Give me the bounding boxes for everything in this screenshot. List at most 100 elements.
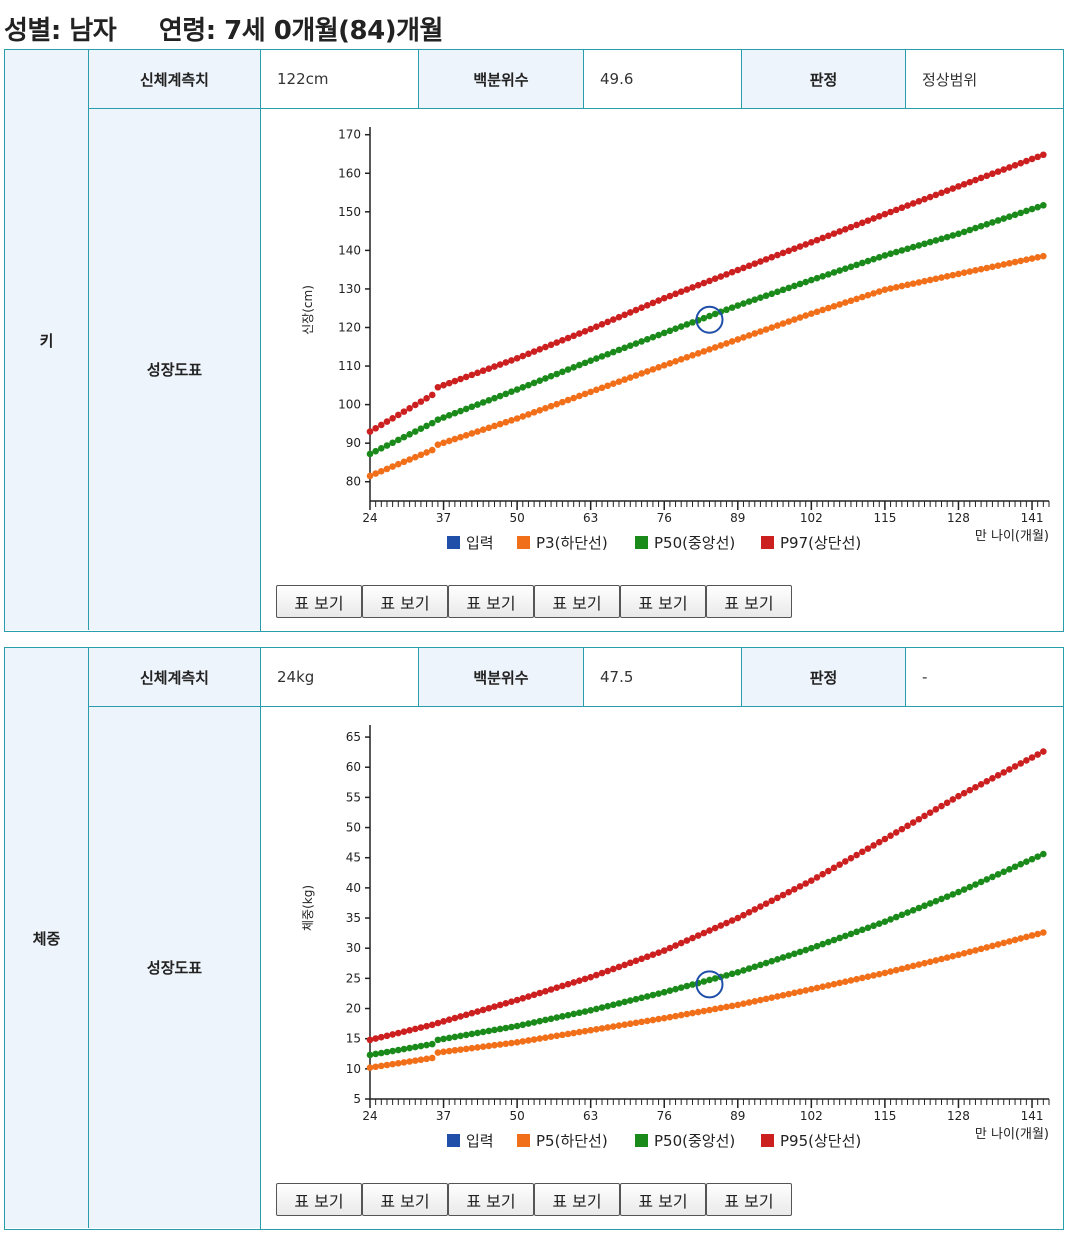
input-point-marker bbox=[695, 305, 724, 334]
data-point bbox=[734, 336, 742, 343]
data-point bbox=[881, 835, 889, 843]
y-tick-label: 5 bbox=[353, 1092, 361, 1106]
data-point bbox=[960, 269, 968, 277]
data-point bbox=[1017, 860, 1025, 868]
data-point bbox=[694, 281, 702, 289]
data-point bbox=[768, 253, 776, 261]
data-point bbox=[378, 445, 385, 452]
data-point bbox=[649, 951, 657, 958]
data-point bbox=[757, 328, 764, 335]
x-tick-label: 63 bbox=[583, 1109, 598, 1123]
table-view-button[interactable]: 표 보기 bbox=[448, 1183, 534, 1216]
data-point bbox=[836, 979, 843, 987]
data-point bbox=[1017, 159, 1025, 167]
table-view-button[interactable]: 표 보기 bbox=[706, 1183, 792, 1216]
data-point bbox=[785, 247, 793, 255]
table-view-button[interactable]: 표 보기 bbox=[534, 1183, 620, 1216]
data-point bbox=[853, 221, 860, 229]
data-point bbox=[977, 945, 985, 953]
data-point bbox=[428, 391, 436, 399]
data-point bbox=[474, 369, 481, 377]
data-point bbox=[406, 1058, 413, 1065]
data-point bbox=[864, 924, 872, 932]
data-point bbox=[598, 969, 606, 977]
data-point bbox=[864, 845, 872, 852]
data-point bbox=[1034, 853, 1041, 860]
judgment-label: 판정 bbox=[741, 50, 905, 108]
table-view-button[interactable]: 표 보기 bbox=[276, 585, 362, 618]
table-view-button[interactable]: 표 보기 bbox=[620, 585, 706, 618]
data-point bbox=[587, 1026, 594, 1034]
data-point bbox=[462, 405, 470, 413]
data-point bbox=[960, 886, 968, 893]
data-point bbox=[632, 306, 640, 314]
percentile-label: 백분위수 bbox=[418, 50, 583, 108]
legend-label: P50(중앙선) bbox=[654, 1132, 735, 1150]
data-point bbox=[723, 271, 730, 278]
data-point bbox=[660, 361, 668, 369]
data-point bbox=[581, 359, 589, 367]
data-point bbox=[485, 1004, 493, 1012]
data-point bbox=[502, 1024, 510, 1032]
data-point bbox=[593, 1026, 600, 1033]
data-point bbox=[576, 1028, 583, 1036]
y-tick-label: 10 bbox=[346, 1062, 361, 1076]
data-point bbox=[858, 848, 866, 856]
data-point bbox=[655, 1015, 662, 1023]
data-point bbox=[445, 412, 453, 419]
data-point bbox=[513, 355, 521, 362]
data-point bbox=[892, 206, 900, 214]
legend-label: P3(하단선) bbox=[536, 534, 608, 552]
table-view-button[interactable]: 표 보기 bbox=[362, 585, 448, 618]
data-point bbox=[626, 959, 634, 967]
page-title: 성별: 남자 연령: 7세 0개월(84)개월 bbox=[4, 16, 443, 46]
table-view-button[interactable]: 표 보기 bbox=[276, 1183, 362, 1216]
data-point bbox=[513, 386, 521, 393]
data-point bbox=[813, 274, 821, 282]
data-point bbox=[581, 327, 589, 335]
data-point bbox=[604, 318, 611, 326]
data-point bbox=[858, 219, 866, 227]
table-view-button[interactable]: 표 보기 bbox=[534, 585, 620, 618]
data-point bbox=[445, 1016, 453, 1024]
data-point bbox=[802, 312, 809, 319]
legend-label: P95(상단선) bbox=[780, 1132, 861, 1150]
data-point bbox=[955, 951, 962, 959]
table-view-button[interactable]: 표 보기 bbox=[706, 585, 792, 618]
data-point bbox=[864, 217, 872, 224]
data-point bbox=[977, 878, 985, 886]
legend-item: P5(하단선) bbox=[517, 1132, 608, 1150]
data-point bbox=[626, 1020, 634, 1028]
data-point bbox=[802, 278, 809, 286]
data-point bbox=[966, 948, 974, 956]
data-point bbox=[366, 472, 374, 480]
data-point bbox=[887, 208, 894, 216]
data-point bbox=[440, 1018, 447, 1025]
data-point bbox=[1011, 863, 1019, 871]
data-point bbox=[745, 262, 753, 270]
table-view-button[interactable]: 표 보기 bbox=[362, 1183, 448, 1216]
data-point bbox=[972, 947, 979, 954]
data-point bbox=[411, 1043, 419, 1051]
data-point bbox=[983, 172, 991, 180]
data-point bbox=[581, 390, 589, 398]
table-view-button[interactable]: 표 보기 bbox=[620, 1183, 706, 1216]
measure-label: 신체계측치 bbox=[88, 50, 260, 108]
data-point bbox=[853, 975, 860, 983]
data-point bbox=[785, 284, 793, 292]
legend-swatch bbox=[447, 1134, 460, 1147]
data-point bbox=[378, 467, 385, 475]
weight-section: 체중 신체계측치 24kg 백분위수 47.5 판정 - 성장도표 24 37 50… bbox=[4, 647, 1064, 1230]
data-point bbox=[383, 418, 391, 425]
table-view-button[interactable]: 표 보기 bbox=[448, 585, 534, 618]
data-point bbox=[751, 330, 759, 337]
data-point bbox=[768, 897, 776, 905]
data-point bbox=[610, 1001, 617, 1009]
data-point bbox=[542, 1034, 549, 1041]
data-point bbox=[576, 330, 583, 337]
data-point bbox=[926, 193, 934, 201]
data-point bbox=[1017, 257, 1025, 265]
data-point bbox=[694, 1008, 702, 1016]
data-point bbox=[808, 877, 815, 884]
data-point bbox=[530, 991, 538, 999]
